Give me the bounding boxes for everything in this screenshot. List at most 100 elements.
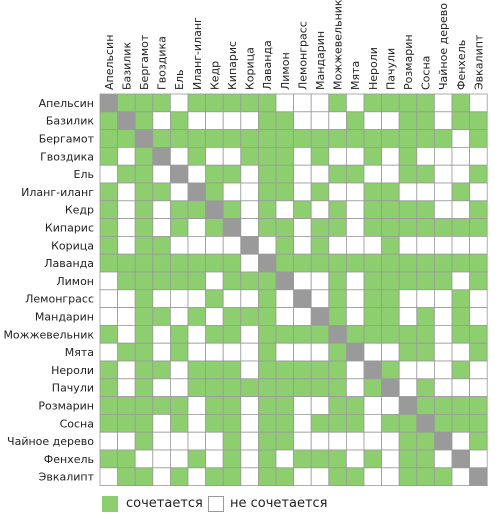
matrix-cell [398,146,418,166]
matrix-cell [117,200,136,220]
matrix-cell [469,164,488,184]
matrix-cell [469,413,488,433]
matrix-cell [257,342,277,362]
matrix-cell [275,307,295,326]
matrix-cell [152,342,171,362]
matrix-cell [469,253,488,273]
matrix-cell [205,218,224,237]
matrix-cell [469,111,488,131]
row-label: Пачули [52,382,94,395]
matrix-cell [205,93,224,113]
matrix-cell [381,342,400,362]
matrix-cell [469,342,488,362]
matrix-cell [398,360,418,380]
matrix-cell [275,93,295,113]
matrix-cell [398,342,418,362]
matrix-cell [398,218,418,237]
matrix-cell [433,431,453,451]
matrix-cell [205,129,224,148]
matrix-cell [169,253,189,273]
matrix-cell [345,431,365,451]
matrix-cell [363,307,383,326]
matrix-cell [169,431,189,451]
matrix-cell [363,396,383,415]
matrix-cell [240,271,259,291]
matrix-cell [99,129,119,148]
matrix-cell [205,289,224,308]
column-label: Пачули [384,48,397,90]
matrix-cell [134,342,154,362]
row-label: Чайное дерево [7,435,94,448]
matrix-cell [310,467,330,486]
matrix-cell [363,342,383,362]
matrix-cell [345,235,365,255]
matrix-cell [398,253,418,273]
matrix-cell [433,360,453,380]
matrix-cell [275,271,295,291]
matrix-cell [205,235,224,255]
matrix-cell [187,467,207,486]
matrix-cell [117,307,136,326]
matrix-cell [310,164,330,184]
matrix-cell [398,271,418,291]
matrix-cell [117,431,136,451]
matrix-cell [240,467,259,486]
matrix-cell [381,307,400,326]
matrix-cell [257,467,277,486]
matrix-cell [99,164,119,184]
matrix-cell [328,307,347,326]
matrix-cell [257,164,277,184]
matrix-cell [169,324,189,344]
matrix-cell [152,324,171,344]
matrix-cell [469,431,488,451]
matrix-cell [257,235,277,255]
matrix-cell [222,324,242,344]
matrix-cell [205,253,224,273]
matrix-cell [398,324,418,344]
matrix-cell [152,164,171,184]
column-label: Бергамот [138,34,151,90]
matrix-cell [381,396,400,415]
matrix-cell [310,218,330,237]
matrix-cell [240,431,259,451]
matrix-cell [187,111,207,131]
matrix-cell [99,413,119,433]
matrix-cell [433,467,453,486]
matrix-cell [187,360,207,380]
matrix-cell [99,200,119,220]
matrix-cell [222,449,242,469]
matrix-cell [328,378,347,397]
matrix-cell [345,342,365,362]
matrix-cell [205,413,224,433]
matrix-cell [222,360,242,380]
matrix-cell [134,111,154,131]
matrix-cell [345,146,365,166]
matrix-cell [240,378,259,397]
matrix-cell [416,360,435,380]
matrix-cell [134,431,154,451]
matrix-cell [257,431,277,451]
matrix-cell [222,431,242,451]
matrix-cell [152,289,171,308]
matrix-cell [293,111,312,131]
matrix-cell [275,218,295,237]
matrix-cell [381,324,400,344]
column-label: Эвкалипт [472,34,485,90]
row-label: Мята [65,346,94,359]
matrix-cell [169,378,189,397]
matrix-cell [134,271,154,291]
matrix-cell [469,360,488,380]
matrix-cell [222,164,242,184]
legend-swatch-compatible [102,496,118,512]
matrix-cell [363,182,383,202]
matrix-cell [134,129,154,148]
matrix-cell [187,129,207,148]
matrix-cell [222,289,242,308]
matrix-cell [169,182,189,202]
matrix-cell [451,200,471,220]
matrix-cell [117,360,136,380]
matrix-cell [381,431,400,451]
matrix-cell [363,200,383,220]
matrix-cell [398,164,418,184]
